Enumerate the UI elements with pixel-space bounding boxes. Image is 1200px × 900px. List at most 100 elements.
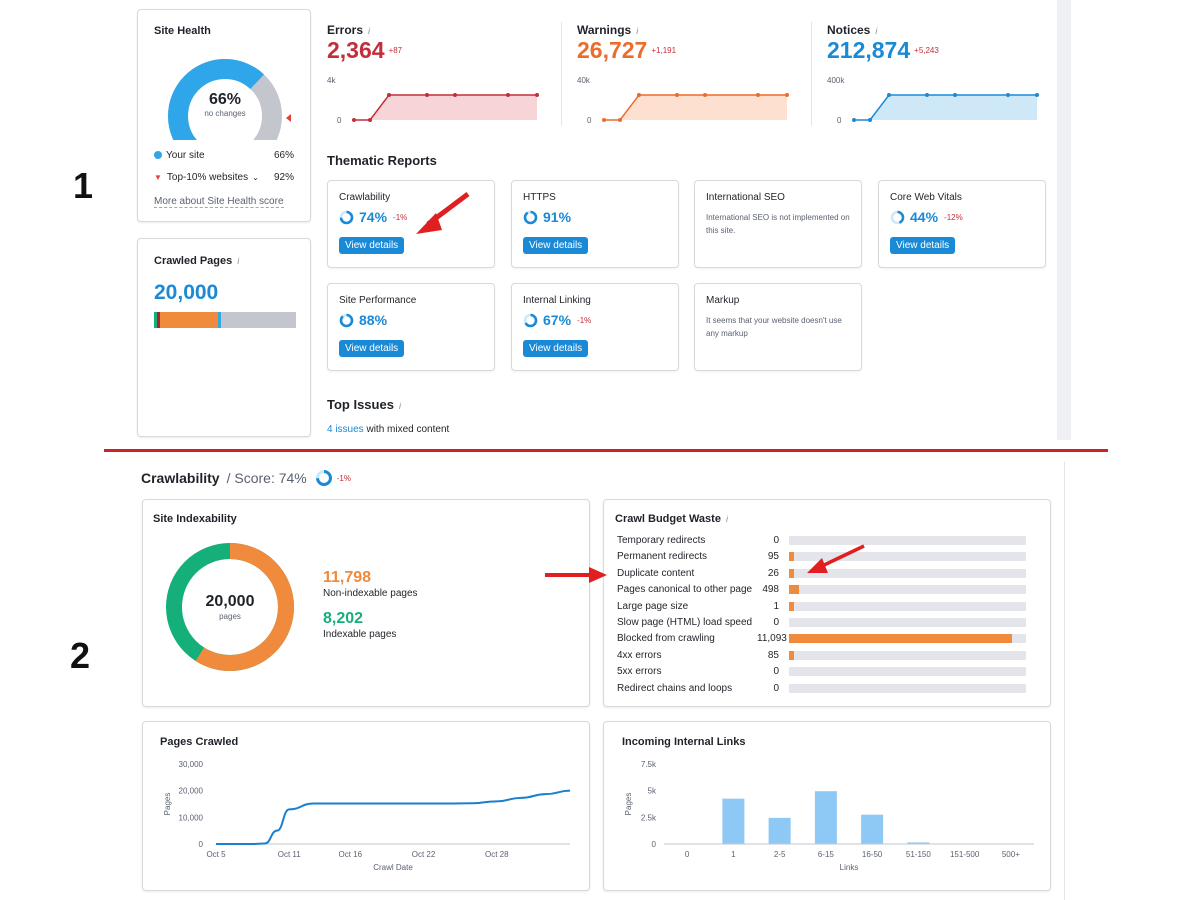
thematic-card-score: 88% xyxy=(339,312,387,328)
metric-value-warnings[interactable]: 26,727 +1,191 xyxy=(577,37,677,63)
bar-segment-blocked xyxy=(221,312,296,328)
x-tick-label: Oct 28 xyxy=(485,850,509,859)
indexable-value: 8,202 xyxy=(323,610,364,627)
sparkline-point xyxy=(387,93,391,97)
x-axis-label: Links xyxy=(840,863,859,872)
crawl-budget-fill xyxy=(789,634,1012,644)
sparkline-point xyxy=(535,93,539,97)
your-site-value: 66% xyxy=(273,149,294,161)
thematic-card-https: HTTPS 91% View details xyxy=(511,180,679,268)
view-details-button[interactable]: View details xyxy=(339,237,405,254)
thematic-card-name: Markup xyxy=(706,295,740,306)
metric-title-errors: Errors i xyxy=(327,23,371,37)
red-arrow-duplicate-left-icon xyxy=(545,567,607,583)
bar-1 xyxy=(722,798,745,844)
score-ring-icon xyxy=(523,210,538,224)
view-details-button[interactable]: View details xyxy=(890,237,956,254)
crawl-budget-track xyxy=(789,634,1026,644)
crawl-budget-row-slow-page-html-load-speed[interactable]: Slow page (HTML) load speed 0 xyxy=(617,615,1027,630)
crawl-budget-row-temporary-redirects[interactable]: Temporary redirects 0 xyxy=(617,533,1027,548)
your-site-dot xyxy=(154,151,162,159)
crawl-budget-value: 11,093 xyxy=(757,633,787,645)
top-issues-link[interactable]: 4 issues xyxy=(327,424,364,435)
crawl-budget-row-large-page-size[interactable]: Large page size 1 xyxy=(617,599,1027,614)
triangle-down-icon: ▼ xyxy=(154,172,162,182)
crawl-budget-row-5xx-errors[interactable]: 5xx errors 0 xyxy=(617,664,1027,679)
info-icon[interactable]: i xyxy=(368,26,371,36)
crawl-budget-row-pages-canonical-to-other-page[interactable]: Pages canonical to other page 498 xyxy=(617,582,1027,597)
crawlability-delta: -1% xyxy=(336,473,351,483)
sparkline-point xyxy=(785,93,789,97)
crawl-budget-label: Redirect chains and loops xyxy=(617,682,733,694)
crawl-budget-row-4xx-errors[interactable]: 4xx errors 85 xyxy=(617,648,1027,663)
crawled-pages-title: Crawled Pages i xyxy=(154,255,240,267)
crawl-budget-label: Temporary redirects xyxy=(617,535,706,546)
sparkline-point xyxy=(1006,93,1010,97)
metric-title-warnings: Warnings i xyxy=(577,23,639,37)
info-icon[interactable]: i xyxy=(398,401,401,411)
crawl-budget-track xyxy=(789,536,1026,545)
sparkline-area xyxy=(604,95,787,120)
crawl-budget-row-redirect-chains-and-loops[interactable]: Redirect chains and loops 0 xyxy=(617,681,1027,696)
site-indexability-title: Site Indexability xyxy=(153,513,237,525)
crawl-budget-track xyxy=(789,667,1026,677)
metric-value-notices[interactable]: 212,874 +5,243 xyxy=(827,37,939,63)
bar-6-15 xyxy=(814,791,837,844)
thematic-card-name: Crawlability xyxy=(339,192,391,203)
view-details-button[interactable]: View details xyxy=(339,340,405,357)
x-tick-label: 500+ xyxy=(1002,850,1020,859)
crawl-budget-label: Permanent redirects xyxy=(617,551,708,563)
info-icon[interactable]: i xyxy=(875,26,878,36)
crawl-budget-track xyxy=(789,601,1026,611)
thematic-card-delta: -1% xyxy=(577,315,592,325)
thematic-card-name: HTTPS xyxy=(523,192,556,203)
crawl-budget-value: 498 xyxy=(762,584,779,596)
site-health-link[interactable]: More about Site Health score xyxy=(154,196,284,208)
sparkline-point xyxy=(637,93,641,97)
bar-2-5 xyxy=(768,817,791,844)
chevron-down-icon[interactable]: ⌄ xyxy=(252,172,259,182)
crawl-budget-value: 0 xyxy=(773,535,779,546)
sparkline-area xyxy=(854,95,1037,120)
site-health-sub: no changes xyxy=(204,109,246,118)
info-icon[interactable]: i xyxy=(237,256,240,266)
x-tick-label: 2-5 xyxy=(774,850,786,859)
crawl-budget-track xyxy=(789,568,1026,578)
bar-segment-have-issues xyxy=(159,312,219,328)
site-health-title: Site Health xyxy=(154,25,211,37)
crawl-budget-row-duplicate-content[interactable]: Duplicate content 26 xyxy=(617,566,1027,581)
score-ring-icon xyxy=(339,210,354,224)
view-details-button[interactable]: View details xyxy=(523,237,589,254)
crawlability-score-ring xyxy=(315,470,332,486)
crawl-budget-row-blocked-from-crawling[interactable]: Blocked from crawling 11,093 xyxy=(617,631,1027,646)
indexability-donut xyxy=(166,543,294,671)
thematic-card-score: 91% xyxy=(523,209,571,225)
y-tick-label: 2.5k xyxy=(641,813,657,822)
top-websites-row[interactable]: ▼ Top-10% websites ⌄ 92% xyxy=(154,170,294,184)
info-icon[interactable]: i xyxy=(636,26,639,36)
sparkline-point xyxy=(618,118,622,122)
non-indexable-value: 11,798 xyxy=(323,569,372,586)
score-ring-icon xyxy=(890,210,905,224)
thematic-card-name: Internal Linking xyxy=(523,295,591,306)
non-indexable-arc xyxy=(166,543,294,671)
bar-16-50 xyxy=(861,814,884,844)
x-tick-label: Oct 22 xyxy=(412,850,436,859)
crawl-budget-track xyxy=(789,552,1026,562)
info-icon[interactable]: i xyxy=(725,514,728,524)
thematic-card-internal-linking: Internal Linking 67% -1% View details xyxy=(511,283,679,371)
crawl-budget-fill xyxy=(789,552,794,562)
view-details-button[interactable]: View details xyxy=(523,340,589,357)
crawlability-header: Crawlability / Score: 74% -1% xyxy=(141,469,351,487)
metric-value-errors[interactable]: 2,364 +87 xyxy=(327,37,403,63)
y-axis-label: Pages xyxy=(624,793,633,816)
non-indexable-label: Non-indexable pages xyxy=(323,588,418,599)
crawl-budget-fill xyxy=(789,585,799,595)
crawl-budget-fill xyxy=(789,650,794,660)
x-tick-label: Oct 5 xyxy=(206,850,226,859)
top-websites-value: 92% xyxy=(273,171,294,183)
crawl-budget-row-permanent-redirects[interactable]: Permanent redirects 95 xyxy=(617,549,1027,564)
crawl-budget-fill xyxy=(789,568,794,578)
